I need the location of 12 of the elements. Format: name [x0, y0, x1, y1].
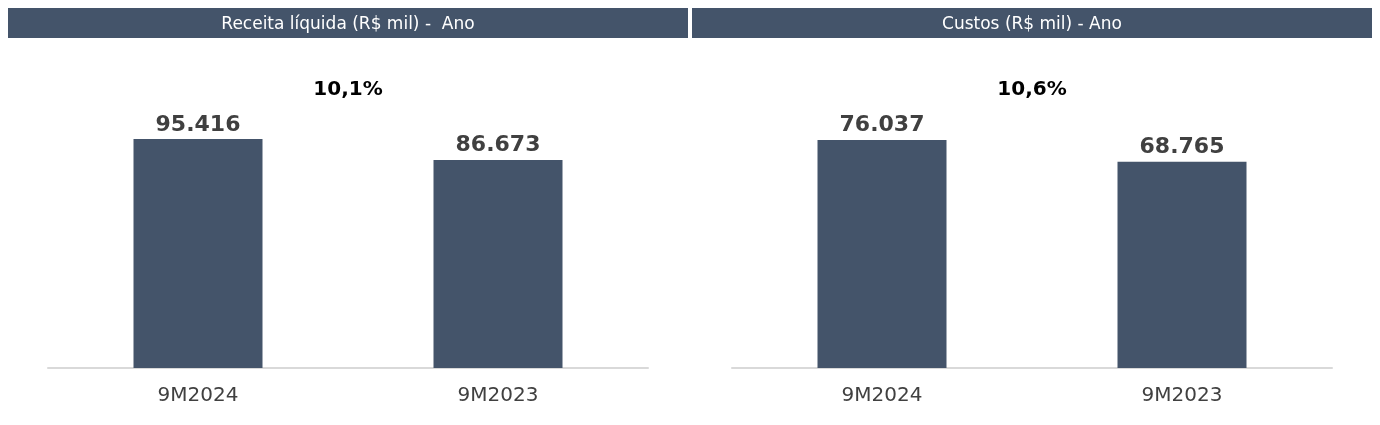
data-label: 95.416: [155, 110, 241, 136]
data-label: 86.673: [455, 131, 541, 157]
x-tick-label: 9M2024: [841, 382, 923, 406]
chart-title: Custos (R$ mil) - Ano: [692, 8, 1372, 38]
text: 10,6%: [997, 76, 1067, 100]
x-tick-label: 9M2023: [1141, 382, 1223, 406]
data-label: 68.765: [1139, 133, 1225, 159]
chart-title: Receita líquida (R$ mil) - Ano: [8, 8, 688, 38]
data-label: 76.037: [839, 111, 925, 137]
x-tick-label: 9M2024: [157, 382, 239, 406]
x-tick-label: 9M2023: [457, 382, 539, 406]
text: 10,1%: [313, 76, 383, 100]
